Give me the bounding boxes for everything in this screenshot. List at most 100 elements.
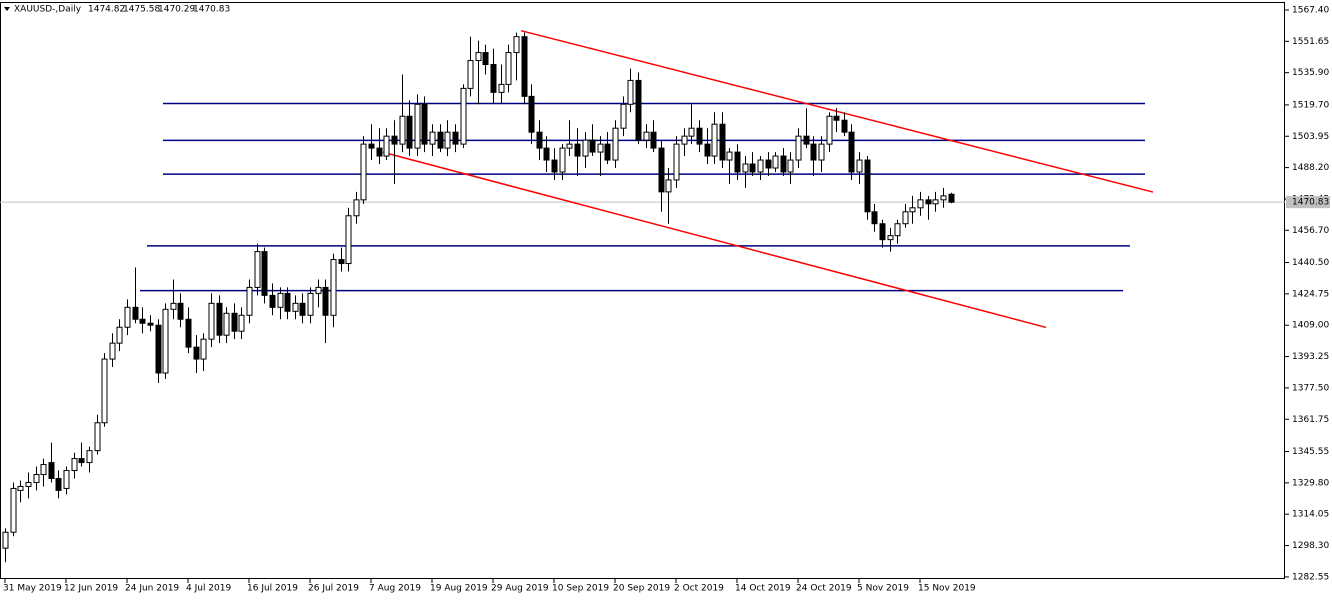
candle-body xyxy=(589,139,596,153)
candle-body xyxy=(650,131,657,149)
candle-body xyxy=(345,215,352,265)
candle-body xyxy=(25,481,32,487)
candle-body xyxy=(505,52,512,85)
candle-body xyxy=(604,143,611,161)
x-tick-label: 5 Nov 2019 xyxy=(857,584,909,594)
candle-body xyxy=(292,302,299,312)
candle-body xyxy=(360,143,367,201)
candle-body xyxy=(787,159,794,173)
candle-body xyxy=(742,163,749,173)
candle-body xyxy=(551,159,558,173)
y-tick-label: 1393.25 xyxy=(1292,352,1329,362)
candle-body xyxy=(803,135,810,145)
candle-body xyxy=(193,346,200,360)
candle-body xyxy=(566,143,573,149)
y-tick-label: 1345.55 xyxy=(1292,447,1329,457)
candle-body xyxy=(2,531,9,549)
candle-body xyxy=(460,87,467,145)
candle-body xyxy=(726,151,733,161)
candle-body xyxy=(856,159,863,173)
candle-body xyxy=(833,115,840,121)
candle-body xyxy=(399,115,406,145)
candle-body xyxy=(48,462,55,479)
candle-body xyxy=(871,211,878,225)
x-tick-label: 7 Aug 2019 xyxy=(369,584,421,594)
candle-body xyxy=(711,123,718,157)
candle-body xyxy=(658,147,665,193)
x-tick-label: 15 Nov 2019 xyxy=(918,584,976,594)
x-tick-label: 26 Jul 2019 xyxy=(308,584,359,594)
candle-body xyxy=(665,179,672,193)
candle-body xyxy=(10,487,17,533)
y-tick-label: 1361.75 xyxy=(1292,415,1329,425)
candle-body xyxy=(429,131,436,145)
candle-body xyxy=(673,143,680,181)
candle-body xyxy=(597,143,604,153)
trend-line xyxy=(382,151,1047,329)
candle-body xyxy=(452,131,459,145)
candle-body xyxy=(208,302,215,340)
candle-body xyxy=(376,147,383,157)
candle-body xyxy=(810,143,817,161)
candle-body xyxy=(147,322,154,326)
y-tick-label: 1377.50 xyxy=(1292,383,1329,393)
candle-body xyxy=(574,143,581,157)
candle-body xyxy=(643,131,650,141)
candle-body xyxy=(132,306,139,320)
candle-body xyxy=(86,450,93,464)
candle-body xyxy=(490,64,497,93)
candle-body xyxy=(231,312,238,332)
candle-body xyxy=(269,294,276,308)
candle-body xyxy=(627,79,634,105)
candle-body xyxy=(368,143,375,149)
y-tick-label: 1409.00 xyxy=(1292,321,1329,331)
candle-body xyxy=(826,115,833,145)
candle-body xyxy=(612,127,619,161)
menu-arrow[interactable] xyxy=(4,7,10,11)
y-tick-label: 1298.30 xyxy=(1292,541,1329,551)
x-tick-label: 14 Oct 2019 xyxy=(735,584,791,594)
y-tick-label: 1551.65 xyxy=(1292,37,1329,47)
candle-body xyxy=(437,131,444,149)
candle-body xyxy=(940,195,947,201)
candle-body xyxy=(216,302,223,336)
candle-body xyxy=(315,286,322,294)
candle-body xyxy=(109,342,116,360)
candle-body xyxy=(543,147,550,161)
candle-body xyxy=(688,127,695,137)
plot-frame xyxy=(0,2,1285,579)
candle-body xyxy=(696,127,703,145)
x-tick-label: 24 Jun 2019 xyxy=(125,584,179,594)
candle-body xyxy=(338,259,345,265)
candle-body xyxy=(238,314,245,332)
candle-body xyxy=(63,470,70,489)
candle-body xyxy=(223,312,230,336)
candle-body xyxy=(78,458,85,464)
candle-body xyxy=(254,251,261,288)
candle-body xyxy=(467,60,474,89)
candle-body xyxy=(482,52,489,66)
candle-body xyxy=(780,155,787,173)
candle-body xyxy=(33,474,40,483)
candle-body xyxy=(848,131,855,173)
candle-body xyxy=(330,259,337,316)
high-value: 1475.58 xyxy=(123,5,160,15)
candle-body xyxy=(307,292,314,316)
candle-body xyxy=(40,464,47,476)
candle-body xyxy=(116,326,123,344)
x-tick-label: 29 Aug 2019 xyxy=(491,584,549,594)
y-tick-label: 1567.40 xyxy=(1292,5,1329,15)
candle-body xyxy=(559,147,566,173)
candle-body xyxy=(582,139,589,157)
candle-body xyxy=(521,36,528,97)
candle-body xyxy=(277,292,284,308)
candle-body xyxy=(414,103,421,149)
x-tick-label: 16 Jul 2019 xyxy=(247,584,298,594)
price-label-box xyxy=(1286,196,1330,209)
candle-body xyxy=(421,103,428,145)
candle-body xyxy=(200,338,207,360)
candle-body xyxy=(162,308,169,374)
candle-body xyxy=(101,358,108,424)
candle-body xyxy=(948,193,955,203)
